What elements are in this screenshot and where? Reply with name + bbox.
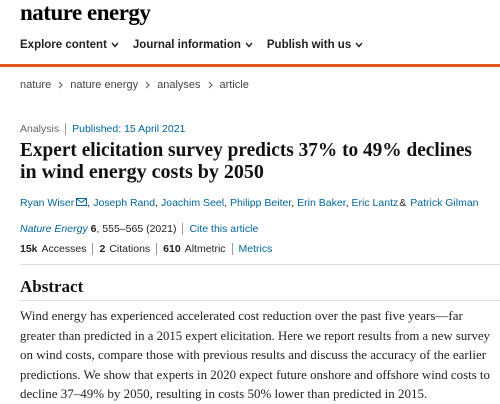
published-date: 15 April 2021: [124, 123, 186, 135]
metric: 2 Citations: [92, 243, 156, 255]
metrics-item: Metrics: [231, 243, 279, 255]
abstract-line: Wind energy has experienced accelerated …: [20, 308, 463, 323]
chevron: [355, 42, 363, 48]
author-separator: ,: [155, 197, 158, 209]
pages: , 555–565 (2021): [96, 223, 177, 235]
nav-label[interactable]: Explore content: [20, 39, 107, 51]
author-separator: ,: [291, 197, 295, 209]
email-icon[interactable]: [76, 198, 88, 206]
header-rule: [0, 64, 500, 67]
metric-label: Altmetric: [184, 243, 226, 255]
author: Erin Baker,: [297, 197, 348, 209]
breadcrumb-chevron: [58, 81, 64, 89]
divider: [20, 264, 500, 265]
author: Joseph Rand,: [93, 197, 158, 209]
published-label: Published:: [72, 123, 122, 135]
author-name[interactable]: Philipp Beiter: [229, 197, 292, 209]
published: Published: 15 April 2021: [65, 123, 185, 135]
article-title: Expert elicitation survey predicts 37% t…: [20, 139, 488, 183]
nav-label[interactable]: Journal information: [132, 39, 241, 51]
metric-value: 2: [99, 243, 106, 255]
abstract-line: predictions. We show that experts in 202…: [20, 366, 490, 382]
article-meta: Analysis Published: 15 April 2021: [20, 123, 185, 135]
author: Joachim Seel,: [161, 197, 227, 209]
nav-item[interactable]: Publish with us: [267, 39, 363, 51]
author-separator: ,: [345, 197, 349, 209]
author: Philipp Beiter,: [230, 197, 294, 209]
nav-label[interactable]: Publish with us: [266, 39, 352, 51]
title-line: in wind energy costs by 2050: [20, 161, 264, 183]
volume: 6: [90, 223, 97, 235]
abstract-text: Wind energy has experienced accelerated …: [20, 306, 498, 404]
author-name[interactable]: Eric Lantz: [351, 197, 399, 209]
breadcrumb: nature nature energy analyses article: [20, 79, 249, 91]
abstract-heading: Abstract: [20, 277, 84, 296]
author-separator: &: [399, 197, 407, 209]
divider: [20, 300, 500, 301]
article-type: Analysis: [20, 123, 60, 135]
cite-link[interactable]: Cite this article: [182, 223, 258, 235]
nav-item[interactable]: Journal information: [133, 39, 253, 51]
author-name[interactable]: Ryan Wiser: [20, 197, 75, 209]
metric: 15k Accesses: [20, 243, 92, 255]
metric-label: Accesses: [41, 243, 87, 255]
author-name[interactable]: Joseph Rand: [93, 197, 156, 209]
breadcrumb-chevron: [145, 81, 150, 89]
chevron: [245, 42, 253, 48]
breadcrumb-chevron: [208, 81, 213, 89]
metric-value: 15k: [20, 243, 38, 255]
nav-item[interactable]: Explore content: [20, 39, 119, 51]
citation: Nature Energy 6, 555–565 (2021) Cite thi…: [20, 223, 258, 235]
author: Patrick Gilman: [410, 197, 478, 209]
metric-value: 610: [163, 243, 181, 255]
title-line: Expert elicitation survey predicts 37% t…: [20, 139, 472, 161]
author-separator: ,: [224, 197, 227, 209]
breadcrumb-item[interactable]: nature: [20, 79, 52, 91]
metrics: 15k Accesses 2 Citations 610 Altmetric Metrics: [20, 243, 278, 255]
author-name[interactable]: Patrick Gilman: [410, 197, 479, 209]
author: Ryan Wiser,: [20, 197, 90, 209]
nav: Explore content Journal information Publ…: [20, 39, 363, 51]
abstract-line: greater than predicted in a 2015 expert …: [20, 327, 490, 343]
metric-label: Citations: [109, 243, 151, 255]
author-separator: ,: [87, 197, 91, 209]
abstract-line: on wind costs, compare those with previo…: [20, 347, 487, 362]
breadcrumb-item[interactable]: article: [219, 79, 249, 91]
author-name[interactable]: Joachim Seel: [161, 197, 225, 209]
breadcrumb-item[interactable]: analyses: [157, 79, 201, 91]
metric: 610 Altmetric: [156, 243, 231, 255]
breadcrumb-item[interactable]: nature energy: [70, 79, 139, 91]
author: Eric Lantz&: [352, 197, 408, 209]
metrics-link[interactable]: Metrics: [238, 243, 273, 255]
journal[interactable]: Nature Energy: [20, 223, 88, 235]
authors: Ryan Wiser, Joseph Rand, Joachim Seel, Phil…: [20, 197, 479, 209]
abstract-line: decline 37–49% by 2050, resulting in cos…: [20, 386, 428, 401]
chevron: [111, 42, 119, 48]
author-name[interactable]: Erin Baker: [297, 197, 346, 209]
logo[interactable]: nature energy: [20, 0, 151, 25]
